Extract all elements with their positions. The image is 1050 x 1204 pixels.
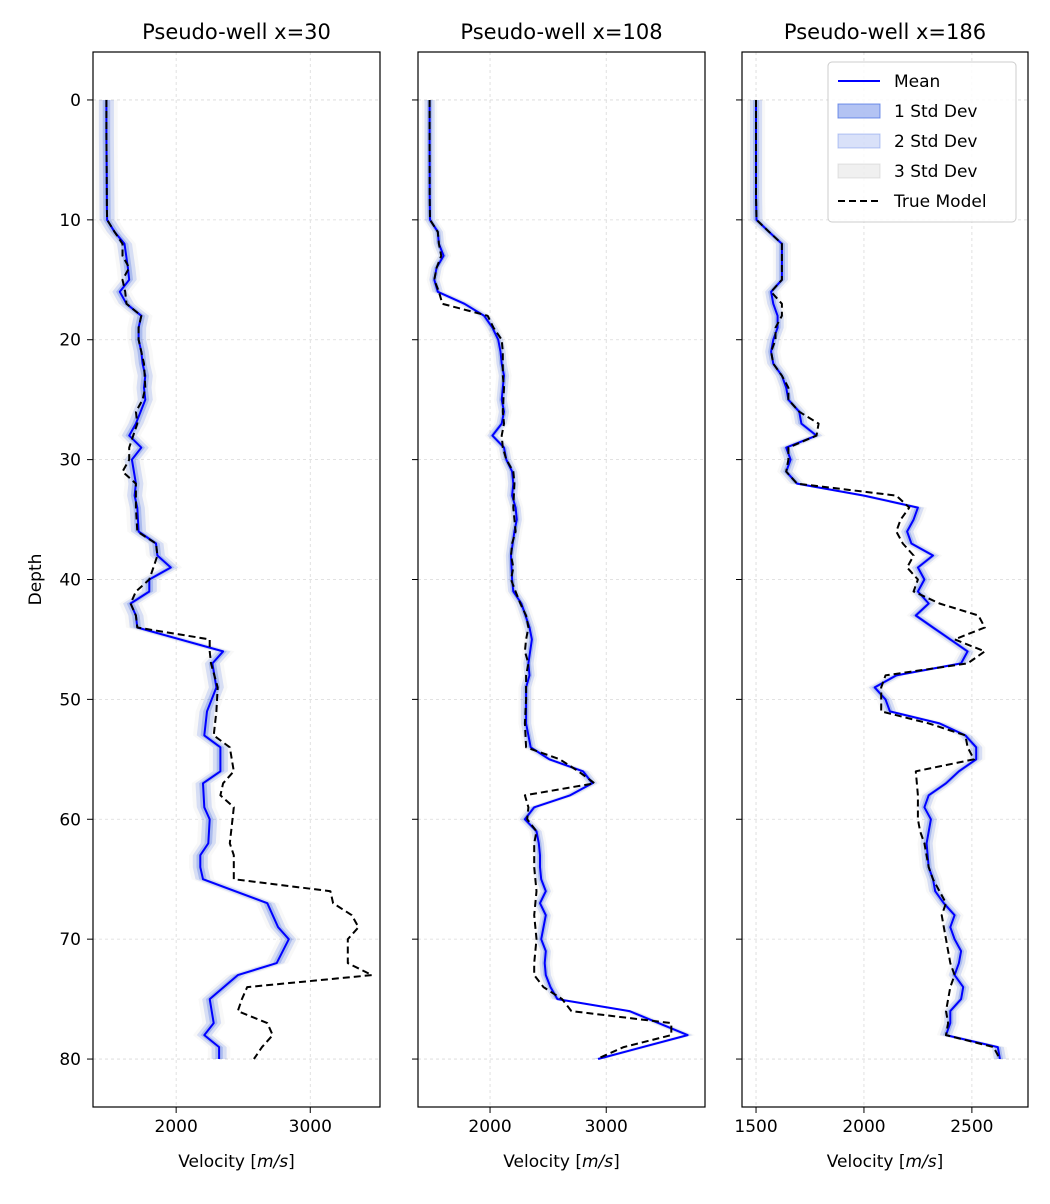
- x-axis-label: Velocity [m/s]: [503, 1152, 620, 1172]
- x-tick-label: 2000: [155, 1117, 198, 1137]
- x-tick-label: 2000: [468, 1117, 511, 1137]
- legend: Mean 1 Std Dev 2 Std Dev 3 Std Dev True Mode…: [827, 61, 1017, 223]
- series-line-true-model: [105, 100, 373, 1060]
- legend-label: True Model: [893, 192, 987, 212]
- x-tick-label: 3000: [289, 1117, 332, 1137]
- y-axis-label: Depth: [26, 554, 46, 606]
- legend-label: 1 Std Dev: [894, 102, 977, 122]
- series-line-true-model: [755, 100, 1001, 1060]
- y-tick-label: 60: [59, 810, 81, 830]
- x-tick-label: 2000: [842, 1117, 885, 1137]
- legend-swatch: [837, 163, 881, 179]
- y-tick-label: 40: [59, 571, 81, 591]
- series-line-mean: [105, 100, 290, 1059]
- x-tick-label: 2500: [950, 1117, 993, 1137]
- band-3-std: [95, 100, 301, 1059]
- legend-label: 2 Std Dev: [894, 132, 977, 152]
- panel-3: 1500 2000 2500 Pseudo-well x=186 Velocity [m…: [734, 20, 1029, 1172]
- x-tick-label: 1500: [734, 1117, 777, 1137]
- x-axis-label: Velocity [m/s]: [178, 1152, 295, 1172]
- y-tick-label: 10: [59, 211, 81, 231]
- y-tick-label: 20: [59, 331, 81, 351]
- panel-title: Pseudo-well x=30: [142, 20, 331, 44]
- y-tick-label: 0: [70, 91, 81, 111]
- panel-1: 2000 3000 0 10 20 30 40 50 60 70 80 Pseudo-well x=3…: [59, 20, 381, 1172]
- legend-label: 3 Std Dev: [894, 162, 977, 182]
- panel-title: Pseudo-well x=108: [460, 20, 662, 44]
- y-tick-label: 50: [59, 690, 81, 710]
- panel-2: 2000 3000 Pseudo-well x=108 Velocity [m/s]: [412, 20, 706, 1172]
- legend-box: [827, 61, 1017, 223]
- legend-label: Mean: [894, 72, 940, 92]
- x-axis-label: Velocity [m/s]: [827, 1152, 944, 1172]
- legend-swatch: [837, 133, 881, 149]
- series-line-true-model: [428, 100, 673, 1060]
- y-tick-label: 70: [59, 930, 81, 950]
- panel-title: Pseudo-well x=186: [784, 20, 986, 44]
- legend-swatch: [837, 103, 881, 119]
- x-tick-label: 3000: [585, 1117, 628, 1137]
- y-tick-label: 30: [59, 451, 81, 471]
- y-tick-label: 80: [59, 1050, 81, 1070]
